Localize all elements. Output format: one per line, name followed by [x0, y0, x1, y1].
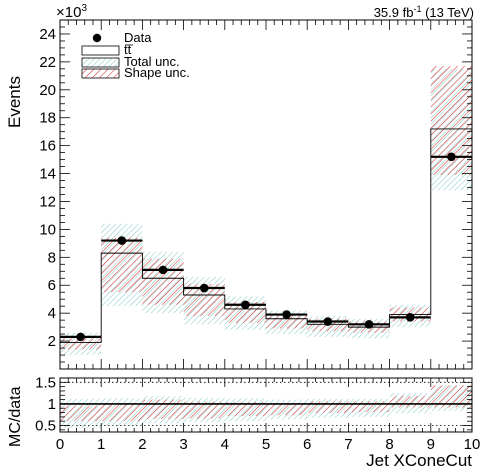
ratio-shape-unc-band [60, 385, 472, 422]
ratio-x-tick-label: 4 [221, 436, 229, 453]
ratio-x-tick-label: 0 [56, 436, 64, 453]
ratio-y-axis-label: MC/data [7, 386, 24, 447]
ratio-axis-ticks: 0.5 1 1.5 0 1 2 3 4 5 6 7 8 9 10 [35, 374, 480, 453]
legend-shape-label: Shape unc. [124, 65, 190, 80]
legend-ttbar-swatch [81, 45, 120, 56]
legend-total-swatch [81, 57, 120, 68]
data-point-7 [364, 320, 374, 329]
shape-unc-bin-1 [101, 237, 143, 293]
main-y-tick-label: 24 [39, 26, 56, 43]
legend-total-label: Total unc. [124, 54, 180, 69]
main-y-tick-label: 10 [39, 221, 56, 238]
data-points [60, 152, 472, 342]
data-point-1 [117, 236, 127, 245]
legend-data-label: Data [124, 30, 152, 45]
ratio-shape-unc-bin-7 [348, 401, 390, 413]
ratio-y-tick-label: 0.5 [35, 418, 56, 435]
data-point-4 [241, 300, 250, 310]
main-y-tick-label: 14 [39, 166, 56, 183]
data-point-0 [76, 332, 85, 342]
main-y-tick-label: 8 [48, 249, 56, 266]
shape-unc-bin-5 [266, 314, 308, 329]
main-y-tick-label: 4 [48, 305, 56, 322]
data-point-5 [282, 310, 291, 319]
legend-shape-swatch [81, 68, 120, 79]
ratio-shape-unc-bin-8 [389, 396, 431, 408]
legend-data-marker [92, 33, 102, 43]
x-axis-label: Jet XConeCut [366, 451, 472, 470]
ratio-shape-unc-bin-2 [142, 399, 184, 420]
main-y-tick-label: 16 [39, 138, 56, 155]
main-y-tick-label: 18 [39, 110, 56, 127]
ratio-x-tick-label: 7 [344, 436, 352, 453]
ratio-x-tick-label: 3 [179, 436, 187, 453]
y-multiplier-label: ×103 [56, 3, 87, 21]
data-point-9 [447, 152, 456, 162]
ratio-y-tick-label: 1.5 [35, 374, 56, 391]
main-y-tick-label: 12 [39, 193, 56, 210]
ratio-x-tick-label: 8 [385, 436, 393, 453]
ratio-y-tick-label: 1 [48, 396, 56, 413]
ratio-shape-unc-bin-9 [430, 385, 472, 408]
lumi-label: 35.9 fb-1 (13 TeV) [374, 4, 474, 20]
ratio-x-tick-label: 2 [138, 436, 146, 453]
ratio-x-tick-label: 9 [427, 436, 435, 453]
legend-ttbar-label: tt [124, 42, 132, 57]
main-y-tick-label: 2 [48, 333, 56, 350]
shape-unc-bin-4 [224, 301, 266, 323]
ratio-shape-unc-bin-4 [224, 402, 266, 417]
ratio-x-tick-label: 6 [303, 436, 311, 453]
data-point-2 [158, 265, 168, 275]
ratio-shape-unc-bin-1 [101, 403, 143, 422]
ratio-x-tick-label: 1 [97, 436, 105, 453]
legend: Data tt Total unc. Shape unc. [81, 30, 190, 80]
ratio-shape-unc-bin-5 [266, 403, 308, 416]
ratio-panel: 0.5 1 1.5 0 1 2 3 4 5 6 7 8 9 10 MC/data Jet XConeCut [7, 374, 480, 470]
ratio-x-tick-label: 10 [464, 436, 481, 453]
data-point-8 [405, 313, 415, 322]
data-point-6 [323, 317, 333, 326]
data-point-3 [199, 283, 209, 293]
main-y-tick-label: 22 [39, 54, 56, 71]
main-y-tick-label: 20 [39, 82, 56, 99]
ratio-shape-unc-bin-6 [307, 401, 349, 413]
main-y-tick-label: 6 [48, 277, 56, 294]
ratio-shape-unc-bin-0 [60, 405, 102, 422]
ratio-x-tick-label: 5 [262, 436, 270, 453]
y-axis-label: Events [5, 76, 24, 128]
ratio-shape-unc-bin-3 [183, 401, 225, 419]
shape-unc-bin-0 [60, 338, 102, 350]
